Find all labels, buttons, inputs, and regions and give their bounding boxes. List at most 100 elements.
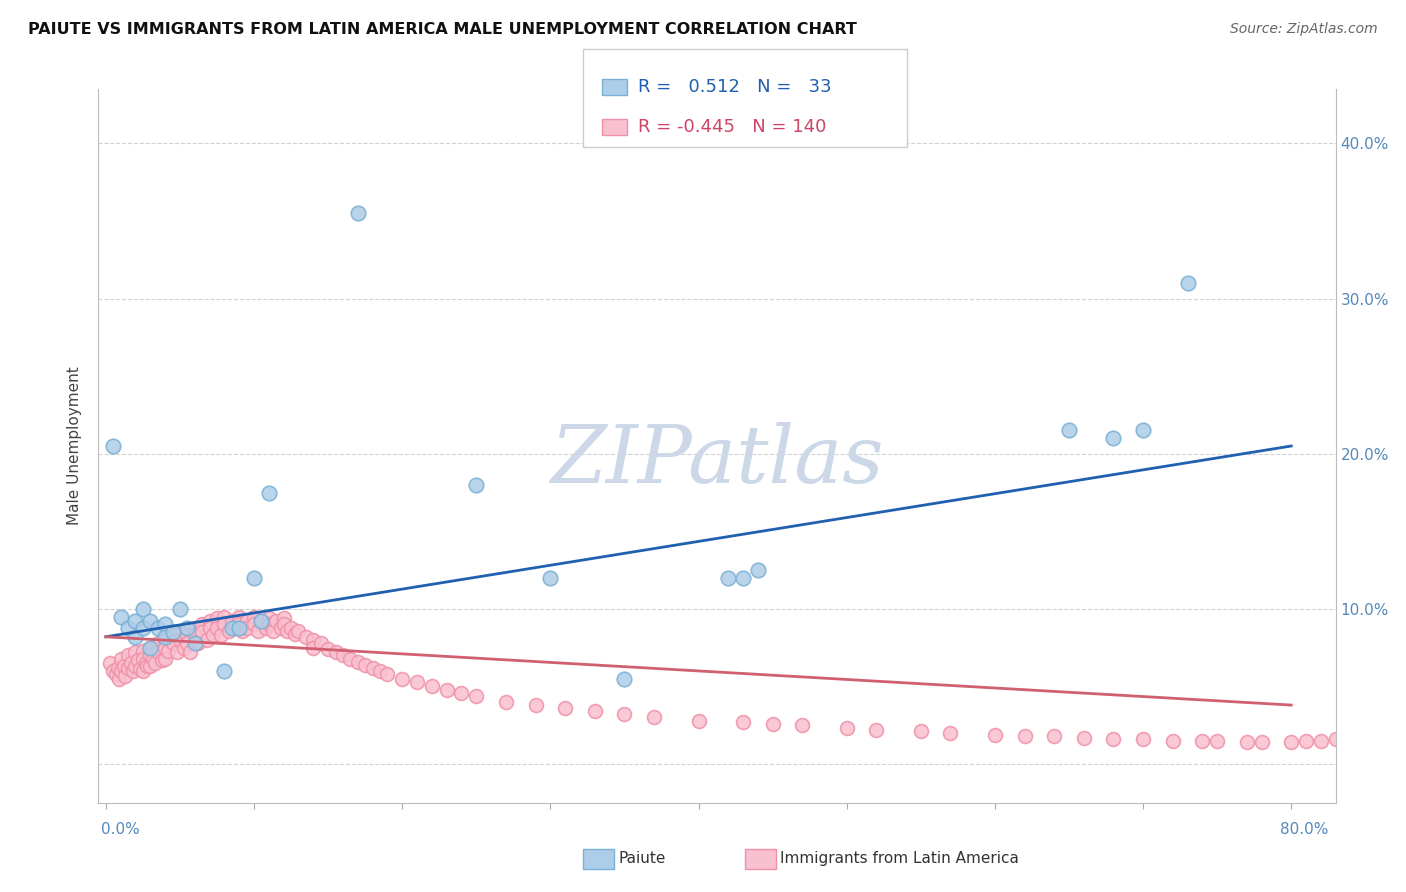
Point xyxy=(173,640,195,655)
Point xyxy=(121,664,143,678)
Point xyxy=(146,645,169,659)
Point xyxy=(201,628,224,642)
Text: PAIUTE VS IMMIGRANTS FROM LATIN AMERICA MALE UNEMPLOYMENT CORRELATION CHART: PAIUTE VS IMMIGRANTS FROM LATIN AMERICA … xyxy=(28,22,858,37)
Point xyxy=(153,651,176,665)
Point xyxy=(124,615,146,629)
Point xyxy=(110,609,132,624)
Point xyxy=(146,620,169,634)
Point xyxy=(361,661,384,675)
Point xyxy=(231,624,253,638)
Point xyxy=(132,651,155,665)
Point xyxy=(205,611,228,625)
Point xyxy=(214,664,236,678)
Point xyxy=(176,636,198,650)
Point xyxy=(124,645,146,659)
Point xyxy=(250,615,273,629)
Point xyxy=(1057,424,1080,438)
Point xyxy=(162,636,184,650)
Point xyxy=(169,632,191,647)
Point xyxy=(103,439,125,453)
Point xyxy=(117,648,139,663)
Point xyxy=(1014,729,1036,743)
Point xyxy=(1206,733,1229,747)
Point xyxy=(346,655,368,669)
Point xyxy=(284,626,307,640)
Point xyxy=(139,640,162,655)
Point xyxy=(273,617,295,632)
Point xyxy=(273,611,295,625)
Point xyxy=(1309,733,1331,747)
Point xyxy=(124,659,146,673)
Point xyxy=(103,664,125,678)
Point xyxy=(316,642,339,657)
Point xyxy=(187,636,209,650)
Point xyxy=(127,653,149,667)
Point xyxy=(262,624,284,638)
Point xyxy=(214,609,236,624)
Point xyxy=(731,715,754,730)
Point xyxy=(339,651,361,665)
Point xyxy=(1102,431,1125,445)
Point xyxy=(243,617,266,632)
Point xyxy=(179,645,201,659)
Point xyxy=(1073,731,1095,745)
Point xyxy=(135,656,157,670)
Point xyxy=(346,206,368,220)
Point xyxy=(325,645,347,659)
Text: 80.0%: 80.0% xyxy=(1281,822,1329,837)
Point xyxy=(108,672,131,686)
Point xyxy=(613,707,636,722)
Point xyxy=(143,656,166,670)
Point xyxy=(643,710,665,724)
Point xyxy=(747,563,769,577)
Point xyxy=(184,628,207,642)
Point xyxy=(465,689,488,703)
Point xyxy=(1295,733,1317,747)
Point xyxy=(257,617,280,632)
Point xyxy=(139,659,162,673)
Point xyxy=(1161,733,1184,747)
Point xyxy=(150,653,173,667)
Point xyxy=(1102,732,1125,747)
Text: R = -0.445   N = 140: R = -0.445 N = 140 xyxy=(638,118,827,136)
Point xyxy=(1132,732,1154,747)
Point xyxy=(1324,732,1347,747)
Point xyxy=(139,640,162,655)
Point xyxy=(910,724,932,739)
Point xyxy=(1177,276,1199,290)
Point xyxy=(139,648,162,663)
Point xyxy=(110,664,132,678)
Point xyxy=(162,628,184,642)
Point xyxy=(112,659,135,673)
Point xyxy=(110,651,132,665)
Point xyxy=(218,624,240,638)
Text: R =   0.512   N =   33: R = 0.512 N = 33 xyxy=(638,78,832,96)
Point xyxy=(613,672,636,686)
Point xyxy=(221,615,243,629)
Point xyxy=(243,571,266,585)
Point xyxy=(132,620,155,634)
Point xyxy=(250,615,273,629)
Text: Paiute: Paiute xyxy=(619,851,666,865)
Point xyxy=(136,659,159,673)
Point xyxy=(184,636,207,650)
Point xyxy=(270,620,292,634)
Point xyxy=(254,620,277,634)
Text: Immigrants from Latin America: Immigrants from Latin America xyxy=(780,851,1019,865)
Point xyxy=(1340,732,1362,747)
Point xyxy=(191,617,214,632)
Point xyxy=(176,620,198,634)
Point xyxy=(939,726,962,740)
Point xyxy=(731,571,754,585)
Point xyxy=(166,645,188,659)
Point xyxy=(377,667,399,681)
Point xyxy=(235,620,257,634)
Point xyxy=(169,625,191,640)
Point xyxy=(688,714,710,728)
Point xyxy=(1354,732,1376,747)
Point xyxy=(302,632,325,647)
Point xyxy=(153,640,176,655)
Point xyxy=(717,571,740,585)
Y-axis label: Male Unemployment: Male Unemployment xyxy=(67,367,83,525)
Point xyxy=(209,628,232,642)
